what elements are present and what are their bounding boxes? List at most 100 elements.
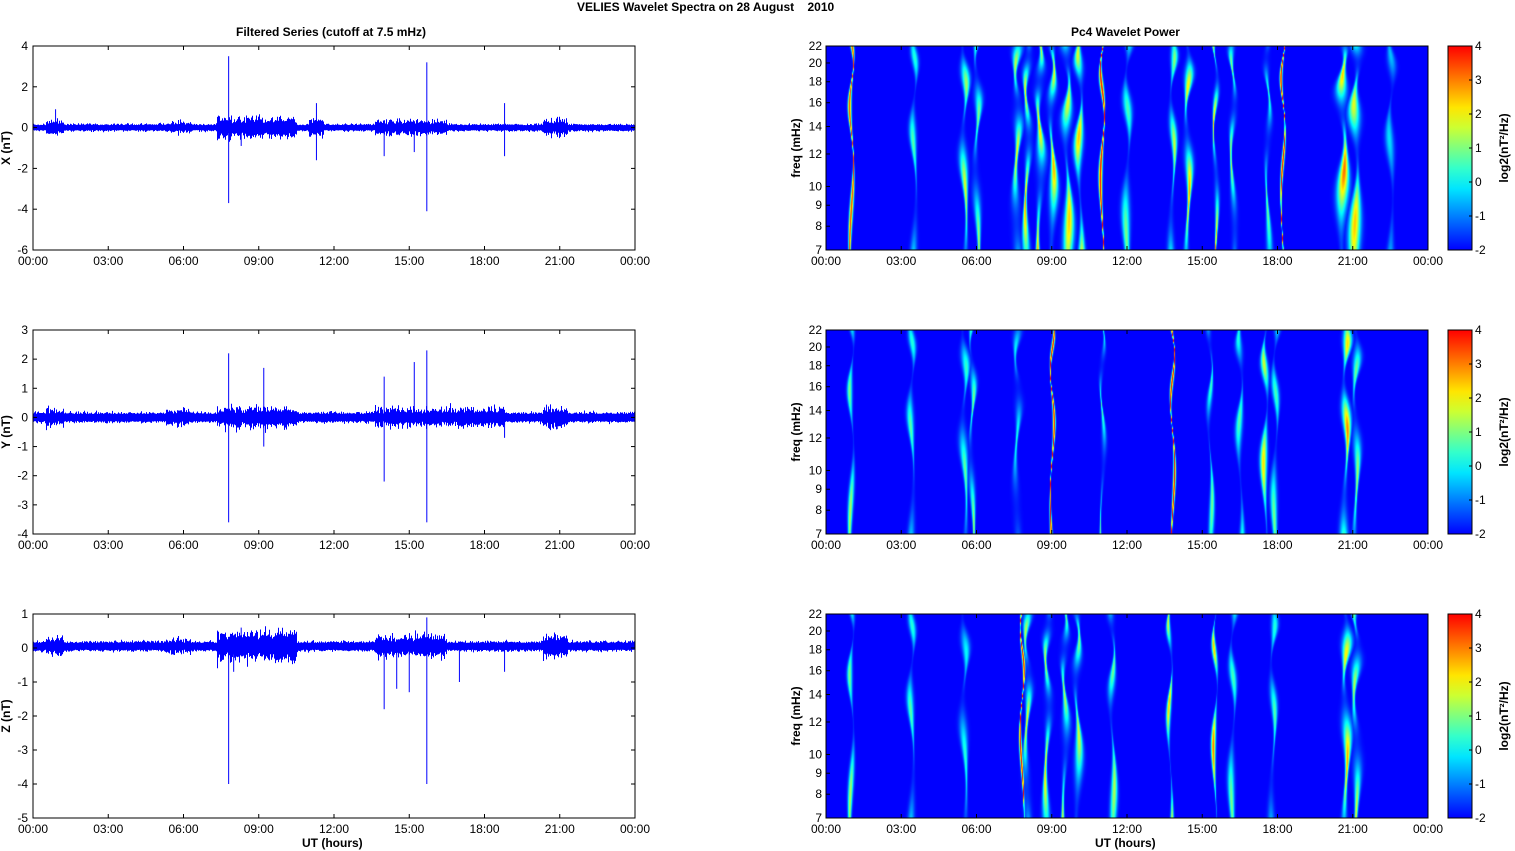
x-xtick-label: 12:00: [319, 254, 349, 268]
left-xlabel: UT (hours): [302, 836, 363, 850]
freq-tick-label: 12: [809, 431, 823, 445]
y-xtick-label: 00:00: [18, 538, 48, 552]
freq-tick-label: 9: [815, 198, 822, 212]
z-power-xtick-label: 15:00: [1187, 822, 1217, 836]
ytick-label: 4: [21, 39, 28, 53]
x-power-xtick-label: 12:00: [1112, 254, 1142, 268]
x-power-xtick-label: 00:00: [1413, 254, 1443, 268]
freq-tick-label: 16: [809, 664, 823, 678]
ytick-label: 0: [21, 121, 28, 135]
colorbar-tick-label: -2: [1475, 243, 1486, 257]
ytick-label: -2: [17, 161, 28, 175]
freq-tick-label: 12: [809, 715, 823, 729]
freq-tick-label: 20: [809, 340, 823, 354]
freq-tick-label: 20: [809, 624, 823, 638]
ytick-label: -5: [17, 811, 28, 825]
freq-tick-label: 12: [809, 147, 823, 161]
freq-tick-label: 9: [815, 482, 822, 496]
x-power-xtick-label: 03:00: [886, 254, 916, 268]
freq-tick-label: 18: [809, 643, 823, 657]
z-xtick-label: 15:00: [394, 822, 424, 836]
y-axes-box: [32, 329, 636, 535]
colorbar-tick-label: -1: [1475, 493, 1486, 507]
colorbar-tick-label: 2: [1475, 675, 1482, 689]
z-xtick-label: 00:00: [18, 822, 48, 836]
colorbar-tick-label: 0: [1475, 175, 1482, 189]
ytick-label: -3: [17, 743, 28, 757]
colorbar-tick-label: -1: [1475, 777, 1486, 791]
x-ylabel: X (nT): [0, 131, 13, 165]
x-xtick-label: 09:00: [244, 254, 274, 268]
y-power-xtick-label: 18:00: [1262, 538, 1292, 552]
y-xtick-label: 15:00: [394, 538, 424, 552]
y-power-ylabel: freq (mHz): [789, 402, 803, 461]
x-power-xtick-label: 00:00: [811, 254, 841, 268]
z-power-xtick-label: 03:00: [886, 822, 916, 836]
freq-tick-label: 14: [809, 404, 823, 418]
y-power-xtick-label: 00:00: [811, 538, 841, 552]
freq-tick-label: 16: [809, 380, 823, 394]
ytick-label: -2: [17, 709, 28, 723]
colorbar-tick-label: 3: [1475, 73, 1482, 87]
y-power-xtick-label: 03:00: [886, 538, 916, 552]
colorbar-tick-label: 1: [1475, 141, 1482, 155]
y-xtick-label: 21:00: [545, 538, 575, 552]
freq-tick-label: 22: [809, 39, 823, 53]
freq-tick-label: 14: [809, 120, 823, 134]
freq-tick-label: 7: [815, 527, 822, 541]
z-power-ylabel: freq (mHz): [789, 686, 803, 745]
right-column-title: Pc4 Wavelet Power: [1071, 25, 1180, 39]
right-xlabel: UT (hours): [1095, 836, 1156, 850]
freq-tick-label: 18: [809, 75, 823, 89]
x-power-xtick-label: 21:00: [1338, 254, 1368, 268]
x-xtick-label: 00:00: [620, 254, 650, 268]
z-xtick-label: 12:00: [319, 822, 349, 836]
z-power-xtick-label: 00:00: [811, 822, 841, 836]
z-series-line: [33, 626, 635, 669]
z-xtick-label: 03:00: [93, 822, 123, 836]
colorbar-tick-label: 2: [1475, 107, 1482, 121]
freq-tick-label: 22: [809, 323, 823, 337]
y-power-xtick-label: 00:00: [1413, 538, 1443, 552]
ytick-label: 0: [21, 410, 28, 424]
y-power-xtick-label: 15:00: [1187, 538, 1217, 552]
x-series-line: [33, 114, 635, 142]
x-xtick-label: 06:00: [168, 254, 198, 268]
freq-tick-label: 7: [815, 811, 822, 825]
colorbar-tick-label: 1: [1475, 709, 1482, 723]
y-power-xtick-label: 12:00: [1112, 538, 1142, 552]
colorbar-tick-label: 3: [1475, 641, 1482, 655]
y-xtick-label: 00:00: [620, 538, 650, 552]
ytick-label: -4: [17, 527, 28, 541]
ytick-label: -1: [17, 440, 28, 454]
y-power-axes-box: [825, 329, 1429, 535]
y-xtick-label: 12:00: [319, 538, 349, 552]
x-xtick-label: 03:00: [93, 254, 123, 268]
colorbar-tick-label: 4: [1475, 39, 1482, 53]
colorbar-tick-label: -1: [1475, 209, 1486, 223]
x-power-xtick-label: 09:00: [1037, 254, 1067, 268]
figure-title: VELIES Wavelet Spectra on 28 August 2010: [577, 0, 835, 14]
freq-tick-label: 16: [809, 96, 823, 110]
z-power-colorbar-label: log2(nT²/Hz): [1497, 681, 1511, 750]
ytick-label: -4: [17, 777, 28, 791]
ytick-label: 3: [21, 323, 28, 337]
colorbar-tick-label: 1: [1475, 425, 1482, 439]
z-power-xtick-label: 18:00: [1262, 822, 1292, 836]
z-xtick-label: 09:00: [244, 822, 274, 836]
ytick-label: -3: [17, 498, 28, 512]
z-power-xtick-label: 09:00: [1037, 822, 1067, 836]
z-power-xtick-label: 06:00: [961, 822, 991, 836]
ytick-label: 1: [21, 607, 28, 621]
y-xtick-label: 06:00: [168, 538, 198, 552]
colorbar-tick-label: 4: [1475, 323, 1482, 337]
x-power-colorbar: [1447, 45, 1473, 251]
freq-tick-label: 10: [809, 747, 823, 761]
colorbar-tick-label: 3: [1475, 357, 1482, 371]
z-xtick-label: 21:00: [545, 822, 575, 836]
y-xtick-label: 18:00: [469, 538, 499, 552]
x-power-spectrogram: [826, 46, 1428, 250]
ytick-label: -1: [17, 675, 28, 689]
ytick-label: -2: [17, 469, 28, 483]
y-power-xtick-label: 09:00: [1037, 538, 1067, 552]
